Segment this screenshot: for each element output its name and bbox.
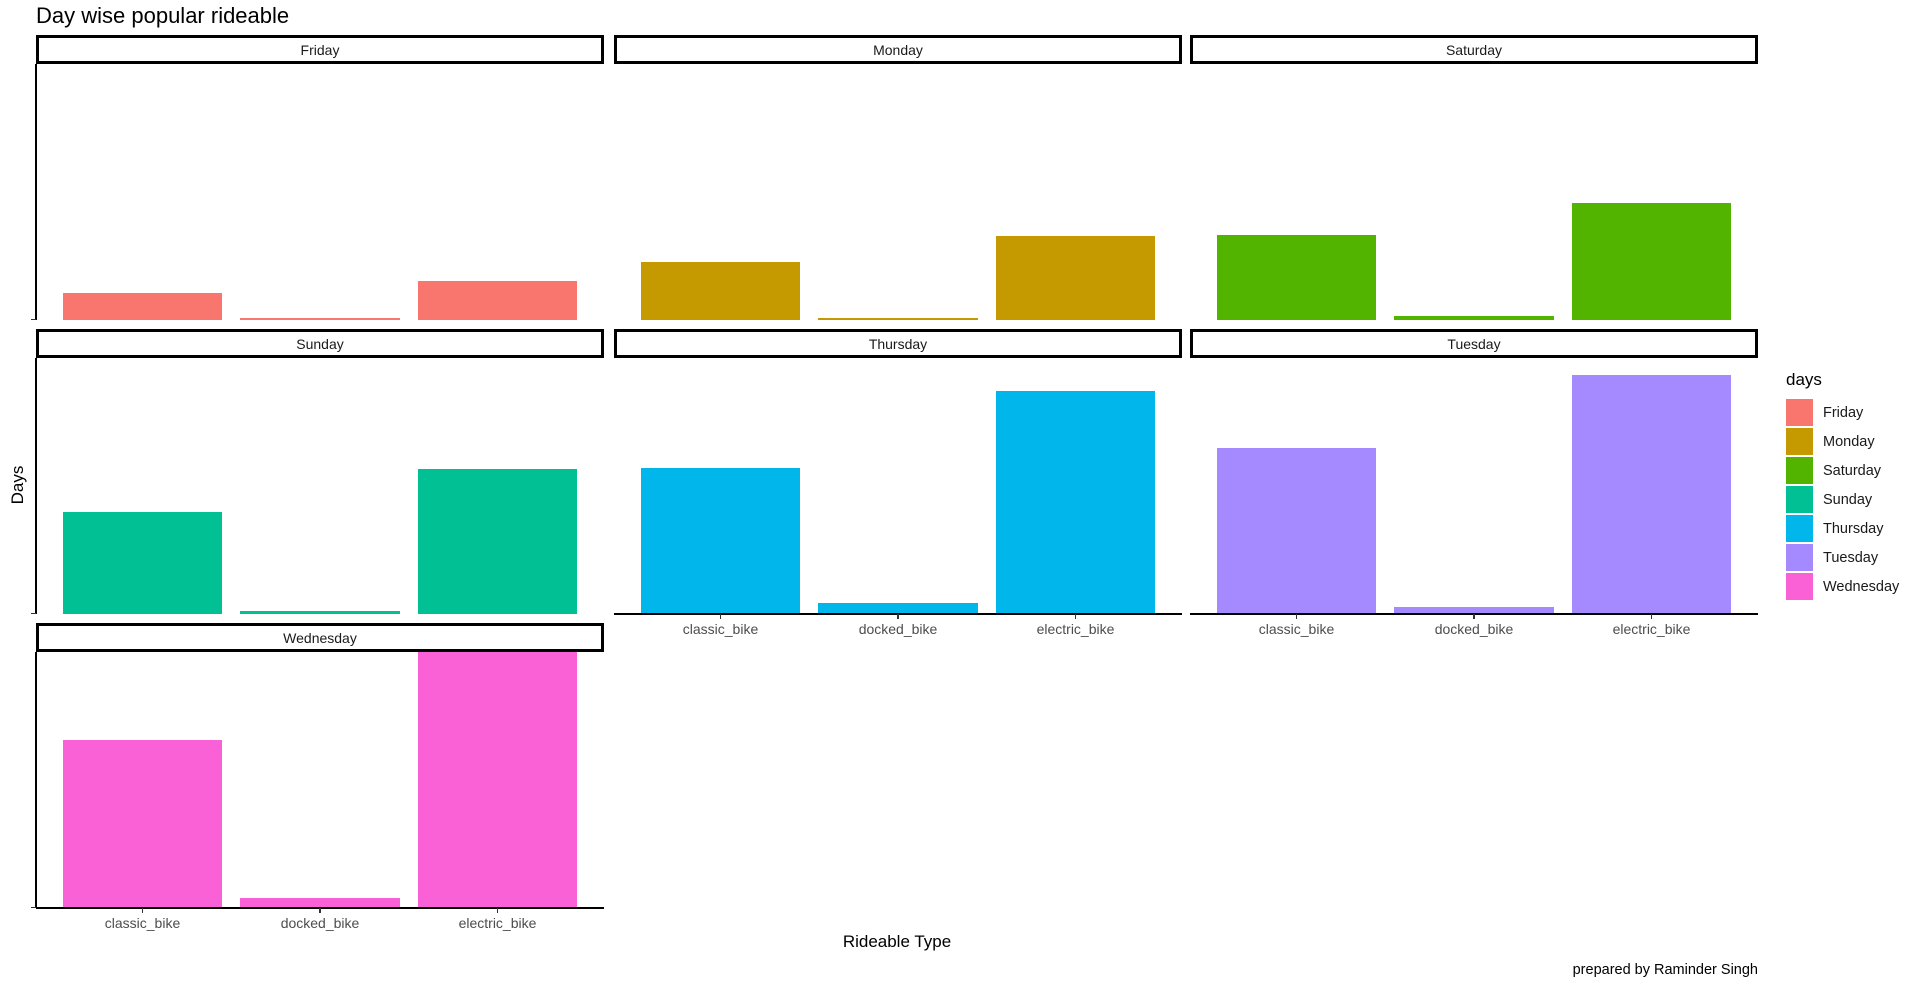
legend-color-swatch-icon [1786, 544, 1813, 571]
y-axis-line [35, 358, 37, 614]
x-axis-tick [1295, 614, 1298, 619]
bar-tuesday-classic_bike [1216, 448, 1377, 614]
x-tick-label-classic_bike: classic_bike [104, 915, 181, 931]
facet-panel-friday [31, 64, 604, 320]
legend-item-friday: Friday [1786, 398, 1899, 427]
bar-saturday-electric_bike [1571, 203, 1732, 320]
bar-monday-electric_bike [995, 236, 1156, 320]
bar-saturday-classic_bike [1216, 235, 1377, 320]
facet-strip-sunday: Sunday [36, 329, 604, 358]
y-axis-tick [31, 318, 36, 320]
legend-title: days [1786, 370, 1822, 389]
y-axis-tick [31, 906, 36, 908]
x-tick-label-docked_bike: docked_bike [858, 621, 938, 637]
legend-color-swatch-icon [1786, 515, 1813, 542]
x-axis-tick [141, 908, 144, 913]
bar-friday-docked_bike [240, 317, 400, 320]
legend-item-wednesday: Wednesday [1786, 572, 1899, 601]
x-axis-tick [1650, 614, 1653, 619]
facet-strip-monday: Monday [614, 35, 1182, 64]
y-axis-title: Days [8, 465, 27, 505]
facet-panel-saturday [1190, 64, 1758, 320]
legend-color-swatch-icon [1786, 399, 1813, 426]
y-axis-tick [31, 612, 36, 614]
facet-strip-wednesday: Wednesday [36, 623, 604, 652]
legend-color-swatch-icon [1786, 428, 1813, 455]
legend-label: Friday [1823, 404, 1864, 421]
bar-wednesday-electric_bike [417, 652, 578, 908]
bar-sunday-classic_bike [62, 512, 223, 614]
y-axis-line [35, 652, 37, 908]
legend-label: Wednesday [1823, 578, 1900, 595]
x-tick-label-electric_bike: electric_bike [1036, 621, 1115, 637]
x-axis-tick [496, 908, 499, 913]
facet-panel-wednesday: classic_bike docked_bike electric_bike [31, 652, 604, 931]
x-tick-label-classic_bike: classic_bike [1258, 621, 1335, 637]
x-tick-label-electric_bike: electric_bike [1612, 621, 1691, 637]
legend-item-saturday: Saturday [1786, 456, 1899, 485]
bar-wednesday-classic_bike [62, 740, 223, 908]
facet-panel-sunday [31, 358, 604, 614]
legend-item-sunday: Sunday [1786, 485, 1899, 514]
x-axis-tick [1074, 614, 1077, 619]
bar-monday-classic_bike [640, 261, 801, 320]
bar-thursday-classic_bike [640, 468, 801, 614]
legend-color-swatch-icon [1786, 457, 1813, 484]
x-axis-tick [319, 908, 321, 913]
bar-thursday-electric_bike [995, 391, 1156, 614]
bar-tuesday-electric_bike [1571, 374, 1732, 614]
bar-wednesday-docked_bike [240, 898, 400, 908]
bar-friday-classic_bike [62, 293, 223, 320]
y-axis-line [35, 64, 37, 320]
facet-strip-saturday: Saturday [1190, 35, 1758, 64]
bar-monday-docked_bike [818, 317, 978, 320]
facet-panel-thursday: classic_bike docked_bike electric_bike [614, 358, 1182, 637]
legend-item-tuesday: Tuesday [1786, 543, 1899, 572]
x-axis-title: Rideable Type [842, 932, 952, 951]
legend-items: Friday Monday Saturday Sunday Thursday Tuesda… [1786, 398, 1899, 601]
caption: prepared by Raminder Singh [1572, 962, 1758, 978]
bar-friday-electric_bike [417, 281, 578, 320]
bar-tuesday-docked_bike [1394, 607, 1554, 614]
facet-panel-monday [614, 64, 1182, 320]
legend-label: Monday [1823, 433, 1875, 450]
bar-sunday-electric_bike [417, 469, 578, 614]
chart-title: Day wise popular rideable [36, 3, 290, 28]
legend-label: Thursday [1823, 520, 1884, 537]
bar-thursday-docked_bike [818, 603, 978, 614]
legend-color-swatch-icon [1786, 486, 1813, 513]
x-tick-label-classic_bike: classic_bike [682, 621, 759, 637]
legend-label: Sunday [1823, 491, 1873, 508]
legend-color-swatch-icon [1786, 573, 1813, 600]
legend: days Friday Monday Saturday Sunday Thursday T… [1786, 370, 1899, 601]
facet-strip-thursday: Thursday [614, 329, 1182, 358]
legend-item-thursday: Thursday [1786, 514, 1899, 543]
x-axis-tick [1473, 614, 1475, 619]
x-tick-label-docked_bike: docked_bike [1434, 621, 1514, 637]
bar-sunday-docked_bike [240, 610, 400, 614]
x-tick-label-electric_bike: electric_bike [458, 915, 537, 931]
facet-panel-tuesday: classic_bike docked_bike electric_bike [1190, 358, 1758, 637]
facet-strip-friday: Friday [36, 35, 604, 64]
x-axis-tick [719, 614, 722, 619]
bar-saturday-docked_bike [1394, 315, 1554, 320]
legend-item-monday: Monday [1786, 427, 1899, 456]
legend-label: Tuesday [1823, 549, 1879, 566]
legend-label: Saturday [1823, 462, 1882, 479]
x-axis-tick [897, 614, 899, 619]
facet-strip-tuesday: Tuesday [1190, 329, 1758, 358]
x-tick-label-docked_bike: docked_bike [280, 915, 360, 931]
